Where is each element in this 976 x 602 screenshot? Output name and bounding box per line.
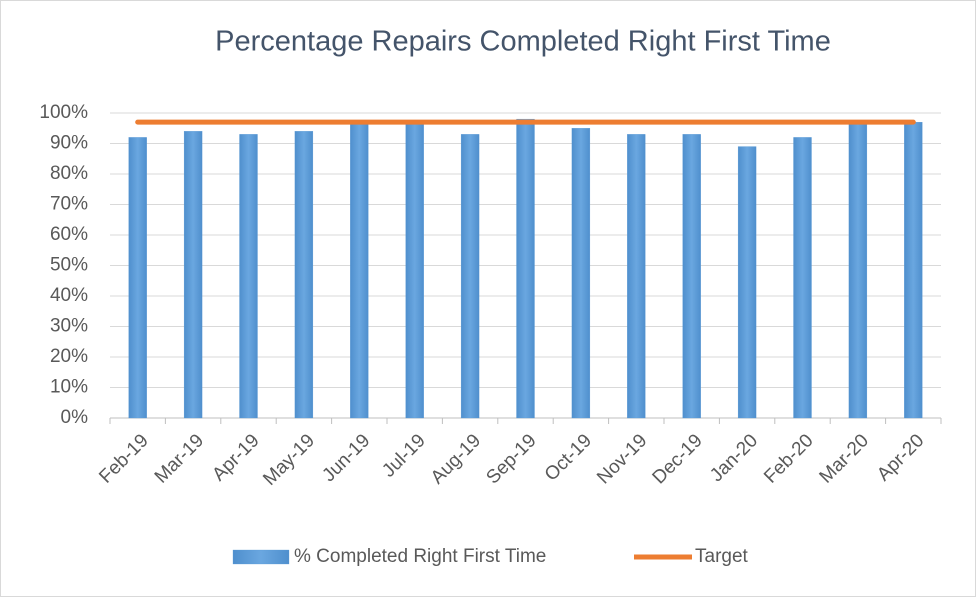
bar <box>848 122 868 419</box>
legend-label: % Completed Right First Time <box>294 546 546 567</box>
y-tick-label: 30% <box>50 316 88 337</box>
bar <box>239 134 258 419</box>
y-tick-label: 100% <box>39 102 88 123</box>
y-tick-label: 20% <box>50 346 88 367</box>
bar <box>571 128 591 419</box>
bar <box>294 131 314 419</box>
bar <box>128 137 147 419</box>
bar <box>904 122 923 419</box>
bar <box>682 134 701 419</box>
y-tick-label: 10% <box>50 377 88 398</box>
bar <box>793 137 812 419</box>
y-tick-label: 90% <box>50 133 88 154</box>
chart-title: Percentage Repairs Completed Right First… <box>215 26 831 58</box>
bar <box>183 131 203 419</box>
y-tick-label: 60% <box>50 224 88 245</box>
bar <box>350 122 369 419</box>
legend-label: Target <box>695 546 749 567</box>
bar <box>737 146 757 419</box>
y-tick-label: 70% <box>50 194 88 215</box>
y-tick-label: 40% <box>50 285 88 306</box>
bar <box>460 134 480 419</box>
y-tick-label: 0% <box>61 407 89 428</box>
bar <box>516 118 535 419</box>
bar <box>627 134 646 419</box>
legend-swatch <box>232 549 290 565</box>
bar <box>405 122 424 419</box>
y-tick-label: 50% <box>50 255 88 276</box>
y-tick-label: 80% <box>50 163 88 184</box>
